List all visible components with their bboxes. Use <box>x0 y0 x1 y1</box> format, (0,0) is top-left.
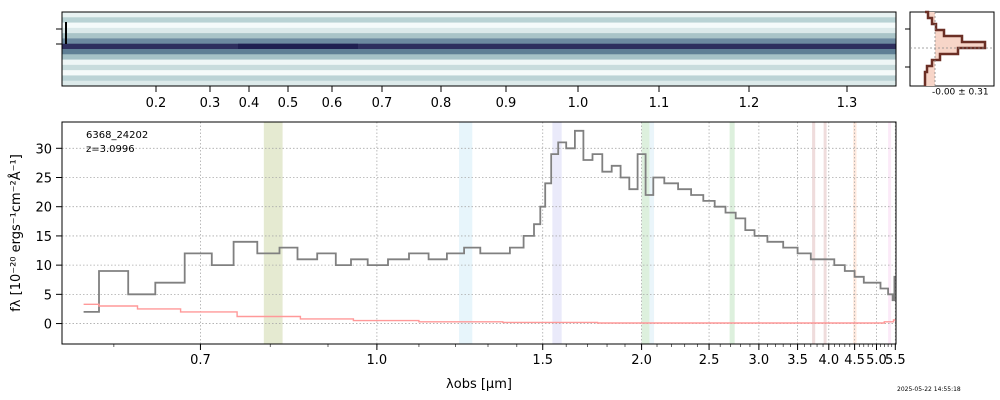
x-tick-label: 1.0 <box>367 353 388 368</box>
x-tick-label: 3.0 <box>749 353 770 368</box>
spectrum-1d-panel: 0.7 1.0 1.5 2.0 2.5 3.0 3.5 4.0 4.5 5.05.5 0 5 10 15… <box>8 121 906 392</box>
error-series-line <box>83 303 896 324</box>
profile-line <box>923 10 987 86</box>
heat-row <box>62 27 896 34</box>
top-tick-label: 0.7 <box>372 96 393 111</box>
heat-row <box>62 80 896 87</box>
x-axis-ticks: 0.7 1.0 1.5 2.0 2.5 3.0 3.5 4.0 4.5 5.05.5 <box>113 344 906 368</box>
feature-band-1 <box>459 122 473 344</box>
feature-band-5 <box>729 122 735 344</box>
top-tick-label: 0.3 <box>200 96 221 111</box>
timestamp: 2025-05-22 14:55:18 <box>897 386 961 393</box>
feature-band-8 <box>853 122 857 344</box>
feature-band-9 <box>888 122 892 344</box>
top-tick-label: 0.9 <box>496 96 517 111</box>
feature-band-2 <box>552 122 562 344</box>
x-tick-label: 2.5 <box>699 353 720 368</box>
profile-inset: -0.00 ± 0.31 <box>905 10 995 98</box>
redshift-label: z=3.0996 <box>86 144 135 155</box>
profile-annotation: -0.00 ± 0.31 <box>932 88 989 98</box>
y-axis-ticks: 0 5 10 15 20 25 30 <box>35 142 62 333</box>
feature-band-0 <box>263 122 283 344</box>
heat-row <box>62 17 896 24</box>
y-tick-label: 30 <box>35 142 52 157</box>
x-tick-label: 2.0 <box>631 353 652 368</box>
feature-band-7 <box>823 122 827 344</box>
top-tick-label: 0.8 <box>431 96 452 111</box>
y-tick-label: 10 <box>35 259 52 274</box>
y-tick-label: 20 <box>35 201 52 216</box>
y-tick-label: 0 <box>44 318 52 333</box>
top-tick-label: 0.4 <box>239 96 260 111</box>
x-tick-label: 5.5 <box>885 353 906 368</box>
x-tick-label: 1.5 <box>532 353 553 368</box>
feature-band-3 <box>641 122 650 344</box>
heat-row <box>62 59 896 66</box>
spectrum-1d-frame <box>61 121 897 345</box>
heat-row <box>62 70 896 76</box>
y-tick-label: 5 <box>44 288 52 303</box>
heat-row <box>62 33 896 39</box>
spectrum-2d-panel: 0.2 0.3 0.4 0.5 0.6 0.7 0.8 0.9 1.0 1.1 1.2 1.3 <box>61 11 897 111</box>
top-tick-label: 0.2 <box>146 96 167 111</box>
heat-row <box>62 64 896 71</box>
x-axis-label: λobs [μm] <box>446 377 512 392</box>
heat-row <box>62 12 896 18</box>
heat-core-dark <box>238 43 358 49</box>
feature-bands <box>263 122 892 344</box>
flux-series-line <box>83 129 896 313</box>
heat-row <box>62 49 896 55</box>
top-tick-label: 1.3 <box>837 96 858 111</box>
grid-lines <box>62 122 896 344</box>
x-tick-label: 4.0 <box>818 353 839 368</box>
spectrum-2d-rows <box>62 12 896 87</box>
heat-row <box>62 54 896 61</box>
x-tick-label: 4.5 <box>844 353 865 368</box>
x-tick-label: 5.0 <box>866 353 887 368</box>
y-axis-label: fλ [10⁻²⁰ ergs⁻¹cm⁻²Å⁻¹] <box>8 154 24 312</box>
top-tick-label: 1.2 <box>739 96 760 111</box>
top-axis-ticks: 0.2 0.3 0.4 0.5 0.6 0.7 0.8 0.9 1.0 1.1 1.2 1.3 <box>146 86 858 111</box>
top-tick-label: 0.6 <box>322 96 343 111</box>
feature-band-6 <box>812 122 816 344</box>
spectrum-2d-frame <box>61 11 897 87</box>
y-tick-label: 15 <box>35 230 52 245</box>
heat-row <box>62 43 896 50</box>
heat-row <box>62 22 896 29</box>
feature-band-4 <box>649 122 655 344</box>
top-tick-label: 1.0 <box>568 96 589 111</box>
heat-row <box>62 38 896 45</box>
top-tick-label: 1.1 <box>649 96 670 111</box>
x-tick-label: 3.5 <box>787 353 808 368</box>
x-tick-label: 0.7 <box>190 353 211 368</box>
y-tick-label: 25 <box>35 172 52 187</box>
object-id-label: 6368_24202 <box>86 130 148 141</box>
top-tick-label: 0.5 <box>278 96 299 111</box>
heat-row <box>62 75 896 82</box>
